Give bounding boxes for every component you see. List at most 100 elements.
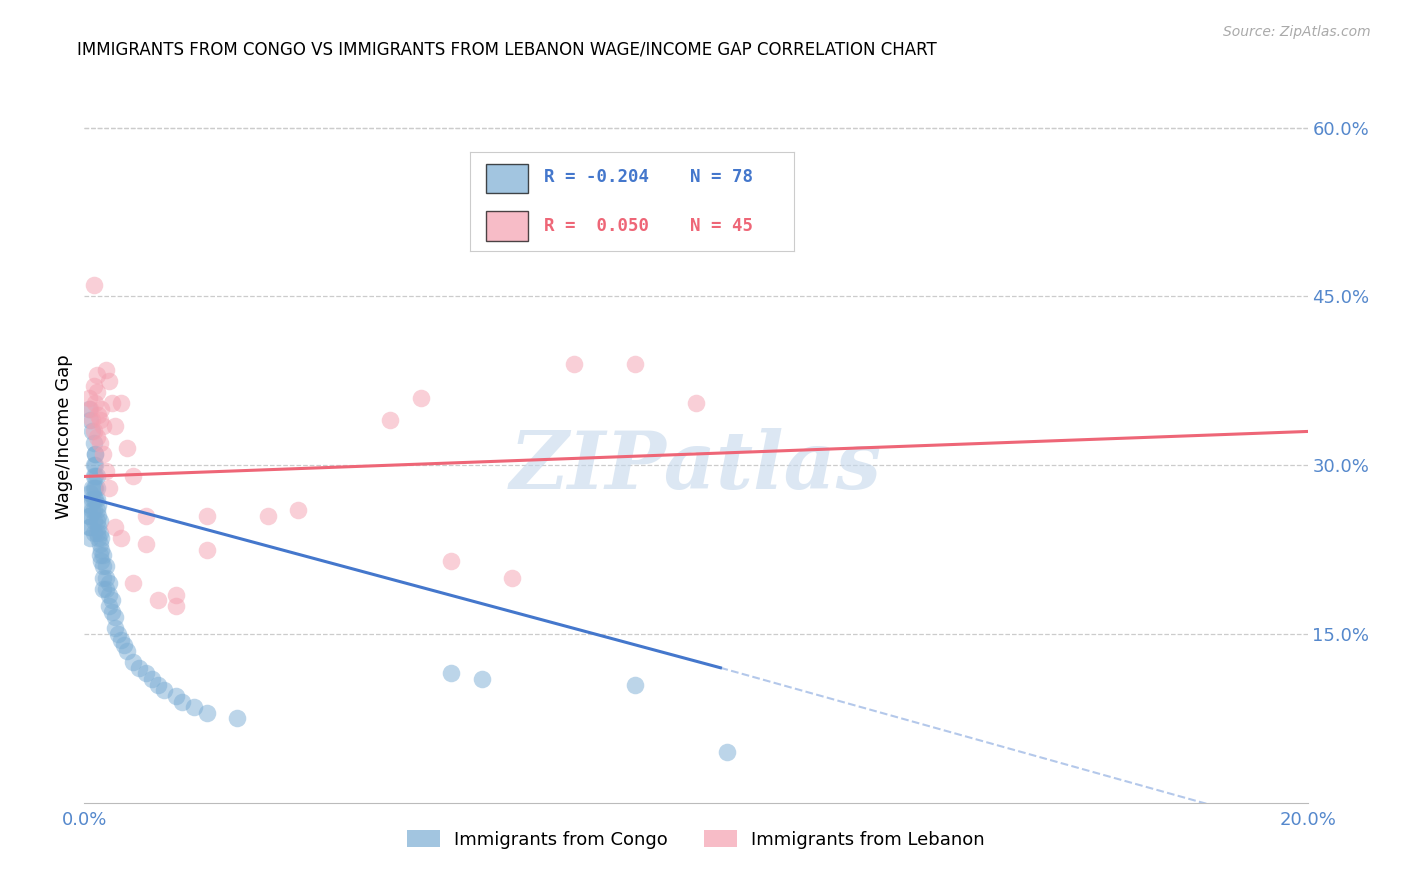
Point [153, 683, 176, 698]
Point [685, 396, 707, 410]
Point [91, 418, 114, 433]
Point [135, 508, 157, 523]
Point [83, 278, 105, 293]
Point [122, 655, 145, 669]
Point [90, 554, 112, 568]
Point [135, 666, 157, 681]
Point [97, 588, 120, 602]
Point [471, 672, 494, 686]
Point [86, 503, 108, 517]
Point [91, 548, 114, 562]
Point [87, 532, 110, 546]
Point [716, 745, 738, 759]
Point [101, 396, 124, 410]
Point [107, 627, 129, 641]
Point [101, 593, 124, 607]
Point [86, 469, 108, 483]
Point [440, 666, 463, 681]
Point [94, 571, 117, 585]
Point [84, 447, 107, 461]
Point [79, 498, 101, 512]
Point [86, 368, 108, 383]
Point [83, 503, 105, 517]
Point [79, 413, 101, 427]
Point [86, 385, 108, 400]
Legend: Immigrants from Congo, Immigrants from Lebanon: Immigrants from Congo, Immigrants from L… [401, 822, 991, 856]
Point [165, 689, 187, 703]
Text: IMMIGRANTS FROM CONGO VS IMMIGRANTS FROM LEBANON WAGE/INCOME GAP CORRELATION CHA: IMMIGRANTS FROM CONGO VS IMMIGRANTS FROM… [77, 40, 936, 58]
Point [624, 357, 647, 371]
Point [112, 638, 135, 652]
Point [84, 469, 107, 483]
Point [128, 661, 150, 675]
Point [90, 532, 112, 546]
Point [80, 491, 103, 506]
Point [83, 515, 105, 529]
Point [79, 520, 101, 534]
Point [94, 582, 117, 596]
Point [624, 678, 647, 692]
Point [84, 481, 107, 495]
Point [80, 503, 103, 517]
Point [89, 548, 111, 562]
Point [195, 706, 218, 720]
Point [77, 401, 100, 416]
Point [91, 582, 114, 596]
Point [115, 442, 138, 456]
Point [146, 593, 169, 607]
Point [287, 503, 309, 517]
Point [97, 599, 120, 613]
Point [110, 632, 132, 647]
Point [89, 435, 111, 450]
Point [409, 391, 432, 405]
Y-axis label: Wage/Income Gap: Wage/Income Gap [55, 355, 73, 519]
Point [380, 413, 402, 427]
Point [104, 520, 127, 534]
Point [172, 694, 194, 708]
Point [502, 571, 524, 585]
Point [91, 447, 114, 461]
Point [90, 401, 112, 416]
Point [165, 588, 187, 602]
Point [84, 396, 107, 410]
Point [86, 430, 108, 444]
Point [87, 498, 110, 512]
Point [77, 520, 100, 534]
Point [195, 508, 218, 523]
Point [135, 537, 157, 551]
Point [80, 413, 103, 427]
Point [84, 491, 107, 506]
Point [195, 542, 218, 557]
Point [122, 576, 145, 591]
Point [104, 418, 127, 433]
Point [110, 532, 132, 546]
Point [86, 515, 108, 529]
Point [94, 559, 117, 574]
Point [97, 576, 120, 591]
Point [83, 481, 105, 495]
Point [97, 374, 120, 388]
Text: Source: ZipAtlas.com: Source: ZipAtlas.com [1223, 25, 1371, 39]
Point [86, 481, 108, 495]
Point [83, 379, 105, 393]
Text: ZIPatlas: ZIPatlas [510, 427, 882, 505]
Point [79, 486, 101, 500]
Point [77, 508, 100, 523]
Point [83, 491, 105, 506]
Point [87, 408, 110, 422]
Point [79, 401, 101, 416]
Point [89, 537, 111, 551]
Point [104, 621, 127, 635]
Point [83, 435, 105, 450]
Point [115, 644, 138, 658]
Point [80, 425, 103, 439]
Point [89, 515, 111, 529]
Point [91, 571, 114, 585]
Point [94, 464, 117, 478]
Point [80, 481, 103, 495]
Point [84, 447, 107, 461]
Point [165, 599, 187, 613]
Point [122, 469, 145, 483]
Point [79, 532, 101, 546]
Point [146, 678, 169, 692]
